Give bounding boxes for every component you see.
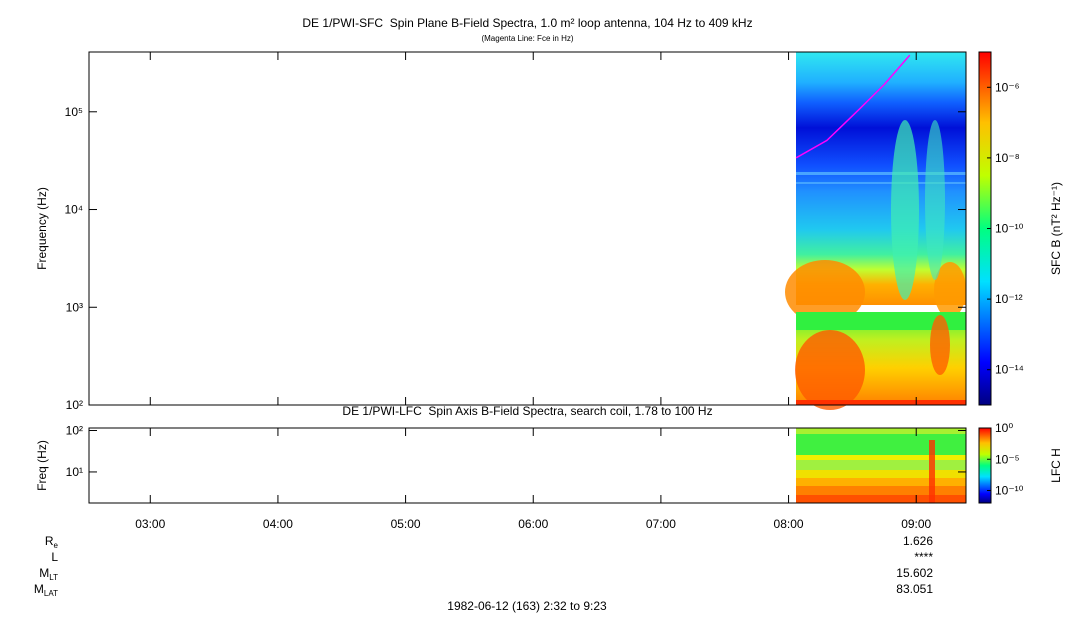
colorbar-tick-label: 10⁻⁶ — [995, 80, 1020, 94]
y-tick-label: 10¹ — [66, 465, 83, 479]
spectrogram-image — [785, 52, 991, 503]
ephemeris-value: 15.602 — [896, 566, 933, 580]
x-tick-label: 08:00 — [774, 517, 804, 531]
plot-frame — [88, 427, 967, 504]
colorbar-frame — [978, 427, 992, 504]
chart-title: DE 1/PWI-SFC Spin Plane B-Field Spectra,… — [302, 16, 752, 30]
x-tick-label: 09:00 — [901, 517, 931, 531]
ephemeris-name: R — [45, 534, 54, 548]
ephemeris-sub: e — [54, 541, 59, 550]
ephemeris-name: L — [51, 550, 58, 564]
y-axis-label: Freq (Hz) — [35, 440, 49, 491]
ephemeris-sub: LT — [49, 573, 58, 582]
colorbar-label: LFC H — [1049, 448, 1063, 483]
ephemeris-label: L — [51, 550, 58, 564]
colorbar-tick-label: 10⁻¹⁰ — [995, 222, 1024, 236]
footer: 1982-06-12 (163) 2:32 to 9:23 — [447, 599, 607, 613]
colorbar-tick-label: 10⁻¹⁴ — [995, 363, 1024, 377]
ephemeris-name: M — [34, 582, 44, 596]
y-tick-label: 10³ — [66, 300, 83, 314]
y-tick-label: 10² — [66, 424, 83, 438]
ephemeris-label: MLT — [39, 566, 58, 582]
y-tick-label: 10² — [66, 398, 83, 412]
colorbar-tick-label: 10⁻⁸ — [995, 151, 1020, 165]
x-tick-label: 06:00 — [518, 517, 548, 531]
x-tick-label: 03:00 — [135, 517, 165, 531]
y-tick-label: 10⁴ — [64, 203, 83, 217]
ephemeris-value: 1.626 — [903, 534, 933, 548]
plot-frame — [88, 51, 967, 406]
x-tick-label: 05:00 — [391, 517, 421, 531]
ephemeris-label: Re — [45, 534, 59, 550]
colorbar-label: SFC B (nT² Hz⁻¹) — [1049, 182, 1063, 275]
ephemeris-label: MLAT — [34, 582, 58, 598]
colorbar-tick-label: 10⁻¹² — [995, 292, 1023, 306]
ephemeris-value: 83.051 — [896, 582, 933, 596]
y-axis-label: Frequency (Hz) — [35, 187, 49, 270]
ephemeris-sub: LAT — [44, 589, 58, 598]
colorbar-tick-label: 10⁰ — [995, 421, 1013, 435]
ephemeris-value: **** — [914, 550, 933, 564]
x-tick-label: 04:00 — [263, 517, 293, 531]
ephemeris-name: M — [39, 566, 49, 580]
x-tick-label: 07:00 — [646, 517, 676, 531]
chart-title: DE 1/PWI-LFC Spin Axis B-Field Spectra, … — [342, 404, 712, 418]
colorbar-tick-label: 10⁻⁵ — [995, 452, 1020, 466]
chart-subtitle: (Magenta Line: Fce in Hz) — [481, 34, 573, 43]
fce-line — [795, 54, 911, 159]
colorbar-tick-label: 10⁻¹⁰ — [995, 484, 1024, 498]
y-tick-label: 10⁵ — [65, 105, 83, 119]
